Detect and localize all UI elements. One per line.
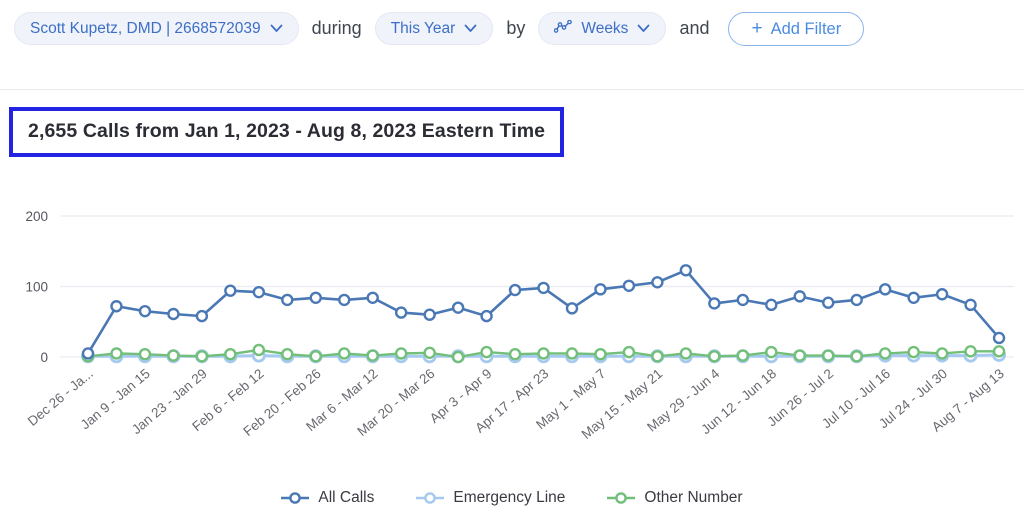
data-point-all-calls[interactable] xyxy=(394,306,408,319)
data-point-other-number[interactable] xyxy=(850,350,863,363)
data-point-all-calls[interactable] xyxy=(195,309,209,323)
data-point-all-calls[interactable] xyxy=(594,283,607,296)
provider-dropdown-label: Scott Kupetz, DMD | 2668572039 xyxy=(30,19,261,37)
period-dropdown-label: This Year xyxy=(390,19,456,37)
data-point-all-calls[interactable] xyxy=(992,331,1006,345)
chevron-down-icon xyxy=(464,20,477,38)
data-point-all-calls[interactable] xyxy=(224,284,237,297)
data-point-all-calls[interactable] xyxy=(508,283,522,297)
legend-item-all-calls[interactable]: All Calls xyxy=(281,489,374,507)
data-point-all-calls[interactable] xyxy=(765,298,778,312)
data-point-other-number[interactable] xyxy=(167,349,180,362)
data-point-other-number[interactable] xyxy=(793,349,806,362)
data-point-all-calls[interactable] xyxy=(935,288,949,301)
data-point-other-number[interactable] xyxy=(822,349,835,362)
data-point-other-number[interactable] xyxy=(110,347,123,360)
data-point-all-calls[interactable] xyxy=(338,293,351,307)
data-point-other-number[interactable] xyxy=(907,345,920,359)
conjunction-and: and xyxy=(679,18,710,38)
data-point-all-calls[interactable] xyxy=(451,301,465,314)
period-dropdown[interactable]: This Year xyxy=(374,12,494,45)
data-point-all-calls[interactable] xyxy=(907,291,920,304)
data-point-other-number[interactable] xyxy=(565,347,579,360)
data-point-other-number[interactable] xyxy=(423,346,436,359)
y-axis-tick-label: 200 xyxy=(25,209,48,224)
conjunction-by: by xyxy=(506,18,526,38)
data-point-other-number[interactable] xyxy=(224,347,237,361)
data-point-all-calls[interactable] xyxy=(708,297,721,310)
data-point-other-number[interactable] xyxy=(679,347,693,360)
data-point-other-number[interactable] xyxy=(252,343,266,357)
data-point-all-calls[interactable] xyxy=(81,347,95,360)
data-point-all-calls[interactable] xyxy=(878,283,892,296)
data-point-all-calls[interactable] xyxy=(565,302,579,315)
chevron-down-icon xyxy=(270,20,283,38)
data-point-all-calls[interactable] xyxy=(964,298,977,312)
data-point-all-calls[interactable] xyxy=(281,293,294,307)
legend-marker-icon xyxy=(416,492,445,504)
granularity-dropdown[interactable]: Weeks xyxy=(538,12,667,45)
sparkline-icon xyxy=(553,19,573,38)
data-point-other-number[interactable] xyxy=(622,345,636,359)
data-point-other-number[interactable] xyxy=(651,350,664,363)
data-point-all-calls[interactable] xyxy=(822,296,835,309)
data-point-other-number[interactable] xyxy=(309,350,322,363)
legend-item-emergency-line[interactable]: Emergency Line xyxy=(416,489,565,507)
y-axis-tick-label: 100 xyxy=(25,280,48,295)
data-point-other-number[interactable] xyxy=(394,347,408,360)
data-point-all-calls[interactable] xyxy=(110,300,123,313)
data-point-other-number[interactable] xyxy=(736,349,750,362)
chart-title-highlight-box: 2,655 Calls from Jan 1, 2023 - Aug 8, 20… xyxy=(9,107,565,157)
data-point-other-number[interactable] xyxy=(992,345,1006,358)
y-axis-tick-label: 0 xyxy=(40,350,48,365)
data-point-other-number[interactable] xyxy=(964,345,977,358)
data-point-other-number[interactable] xyxy=(878,347,892,360)
data-point-all-calls[interactable] xyxy=(252,285,266,299)
data-point-other-number[interactable] xyxy=(935,347,949,360)
data-point-all-calls[interactable] xyxy=(736,293,750,307)
data-point-other-number[interactable] xyxy=(366,349,379,362)
data-point-all-calls[interactable] xyxy=(309,291,322,304)
legend-label: All Calls xyxy=(318,489,375,506)
data-point-other-number[interactable] xyxy=(594,347,607,361)
chevron-down-icon xyxy=(637,20,650,38)
data-point-all-calls[interactable] xyxy=(138,304,152,318)
data-point-other-number[interactable] xyxy=(281,347,294,361)
data-point-all-calls[interactable] xyxy=(850,293,863,307)
data-point-other-number[interactable] xyxy=(508,347,522,361)
granularity-dropdown-label: Weeks xyxy=(581,19,629,37)
data-point-all-calls[interactable] xyxy=(793,290,806,303)
data-point-all-calls[interactable] xyxy=(622,279,636,292)
legend-label: Emergency Line xyxy=(453,489,566,506)
data-point-other-number[interactable] xyxy=(765,345,778,359)
data-point-other-number[interactable] xyxy=(480,345,493,359)
conjunction-during: during xyxy=(311,18,362,38)
data-point-other-number[interactable] xyxy=(195,350,209,363)
legend-item-other-number[interactable]: Other Number xyxy=(607,489,743,507)
legend-marker-icon xyxy=(281,492,310,504)
data-point-other-number[interactable] xyxy=(537,347,550,360)
data-point-other-number[interactable] xyxy=(451,350,465,364)
data-point-all-calls[interactable] xyxy=(366,291,379,304)
data-point-all-calls[interactable] xyxy=(679,264,693,277)
provider-dropdown[interactable]: Scott Kupetz, DMD | 2668572039 xyxy=(14,12,299,45)
data-point-all-calls[interactable] xyxy=(537,281,550,295)
filter-bar: Scott Kupetz, DMD | 2668572039 during Th… xyxy=(0,0,1024,90)
data-point-all-calls[interactable] xyxy=(167,307,180,321)
data-point-all-calls[interactable] xyxy=(651,276,664,289)
legend-marker-icon xyxy=(607,492,636,504)
calls-line-chart: 0 100 200 Dec 26 - Ja... Jan 9 - Jan 15 Jan 2… xyxy=(0,191,1024,471)
plus-icon: + xyxy=(751,18,763,39)
add-filter-button[interactable]: + Add Filter xyxy=(728,12,865,46)
data-point-other-number[interactable] xyxy=(708,350,721,363)
chart-title: 2,655 Calls from Jan 1, 2023 - Aug 8, 20… xyxy=(28,120,546,142)
data-point-all-calls[interactable] xyxy=(480,309,493,323)
legend-label: Other Number xyxy=(644,489,743,506)
data-point-other-number[interactable] xyxy=(338,347,351,360)
data-point-all-calls[interactable] xyxy=(423,308,436,321)
add-filter-label: Add Filter xyxy=(770,19,842,38)
chart-legend: All Calls Emergency Line Other Number xyxy=(0,489,1024,507)
data-point-other-number[interactable] xyxy=(138,347,152,361)
